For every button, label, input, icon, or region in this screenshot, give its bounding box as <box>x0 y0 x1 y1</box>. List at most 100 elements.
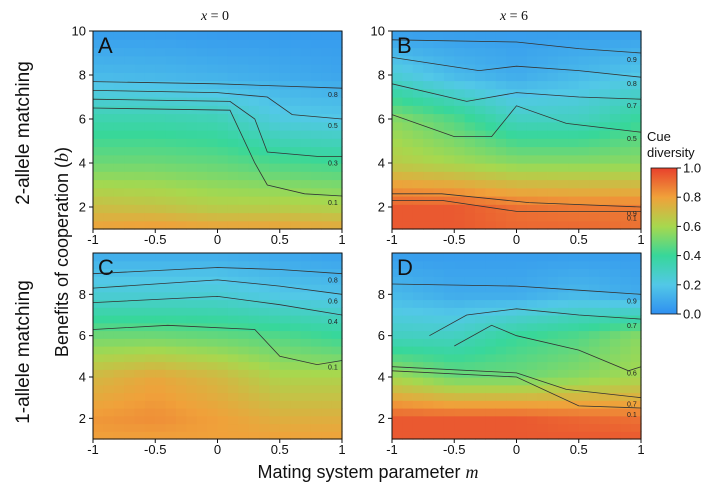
heatmap-cell <box>547 431 559 440</box>
heatmap-cell <box>310 384 322 394</box>
heatmap-cell <box>93 130 104 139</box>
heatmap-cell <box>217 307 229 316</box>
heatmap-cell <box>464 179 476 189</box>
heatmap-cell <box>217 64 229 73</box>
heatmap-cell <box>290 315 302 324</box>
heatmap-cell <box>227 369 239 378</box>
heatmap-cell <box>155 47 167 57</box>
heatmap-cell <box>526 423 538 432</box>
heatmap-cell <box>321 47 333 57</box>
heatmap-cell <box>485 146 497 156</box>
heatmap-cell <box>526 171 538 181</box>
heatmap-cell <box>423 171 435 181</box>
heatmap-cell <box>279 179 291 189</box>
heatmap-cell <box>124 171 136 181</box>
heatmap-cell <box>558 260 569 270</box>
heatmap-cell <box>558 284 569 293</box>
heatmap-cell <box>609 338 621 347</box>
heatmap-cell <box>433 338 445 347</box>
heatmap-cell <box>475 260 486 270</box>
colorbar-tick-label: 0.8 <box>683 190 701 205</box>
heatmap-cell <box>290 253 302 262</box>
heatmap-cell <box>321 423 333 432</box>
heatmap-cell <box>475 154 486 164</box>
heatmap-cell <box>300 97 312 106</box>
heatmap-cell <box>589 146 601 156</box>
heatmap-cell <box>620 204 632 214</box>
heatmap-cell <box>495 39 507 49</box>
heatmap-cell <box>423 392 435 401</box>
heatmap-cell <box>186 196 198 205</box>
contour-label: 0.6 <box>328 298 338 305</box>
heatmap-cell <box>392 146 403 156</box>
heatmap-cell <box>238 284 250 293</box>
heatmap-cell <box>103 171 115 181</box>
heatmap-cell <box>516 260 528 270</box>
heatmap-cell <box>186 369 198 378</box>
heatmap-cell <box>475 39 486 49</box>
heatmap-cell <box>165 315 177 324</box>
heatmap-cell <box>259 268 270 277</box>
heatmap-cell <box>423 377 435 386</box>
heatmap-cell <box>475 47 486 57</box>
heatmap-cell <box>443 384 455 394</box>
heatmap-cell <box>599 64 611 73</box>
heatmap-cell <box>620 276 632 285</box>
heatmap-cell <box>423 315 435 324</box>
heatmap-cell <box>495 212 507 222</box>
heatmap-cell <box>207 220 219 230</box>
heatmap-cell <box>475 88 486 98</box>
heatmap-cell <box>279 315 291 324</box>
heatmap-cell <box>537 212 549 222</box>
heatmap-cell <box>279 377 291 386</box>
heatmap-cell <box>630 212 642 222</box>
heatmap-cell <box>113 121 125 131</box>
heatmap-cell <box>217 392 229 401</box>
heatmap-cell <box>589 392 601 401</box>
heatmap-cell <box>279 338 291 347</box>
heatmap-cell <box>423 154 435 164</box>
heatmap-cell <box>93 196 104 205</box>
heatmap-cell <box>464 253 476 262</box>
heatmap-cell <box>402 369 414 378</box>
heatmap-cell <box>310 64 322 73</box>
heatmap-cell <box>165 330 177 339</box>
heatmap-cell <box>134 260 146 270</box>
heatmap-cell <box>630 113 642 123</box>
heatmap-cell <box>443 299 455 308</box>
heatmap-cell <box>300 307 312 316</box>
heatmap-cell <box>248 338 260 347</box>
heatmap-cell <box>547 260 559 270</box>
heatmap-cell <box>259 400 270 409</box>
heatmap-cell <box>495 88 507 98</box>
heatmap-cell <box>331 330 343 339</box>
heatmap-cell <box>124 384 136 394</box>
heatmap-cell <box>516 80 528 90</box>
heatmap-cell <box>217 196 229 205</box>
heatmap-cell <box>279 187 291 197</box>
heatmap-cell <box>113 423 125 432</box>
heatmap-cell <box>238 138 250 148</box>
heatmap-cell <box>392 72 403 82</box>
heatmap-cell <box>392 212 403 222</box>
heatmap-cell <box>186 55 198 65</box>
heatmap-cell <box>207 369 219 378</box>
heatmap-cell <box>300 130 312 139</box>
heatmap-cell <box>93 260 104 270</box>
heatmap-cell <box>433 171 445 181</box>
heatmap-cell <box>248 276 260 285</box>
heatmap-cell <box>506 187 518 197</box>
y-tick-label: 8 <box>378 68 385 83</box>
heatmap-cell <box>155 55 167 65</box>
heatmap-cell <box>568 299 580 308</box>
heatmap-cell <box>454 400 466 409</box>
heatmap-cell <box>630 423 642 432</box>
heatmap-cell <box>423 72 435 82</box>
heatmap-cell <box>321 346 333 355</box>
heatmap-cell <box>93 163 104 172</box>
heatmap-cell <box>186 284 198 293</box>
heatmap-cell <box>599 113 611 123</box>
heatmap-cell <box>433 268 445 277</box>
heatmap-cell <box>321 384 333 394</box>
heatmap-cell <box>599 204 611 214</box>
